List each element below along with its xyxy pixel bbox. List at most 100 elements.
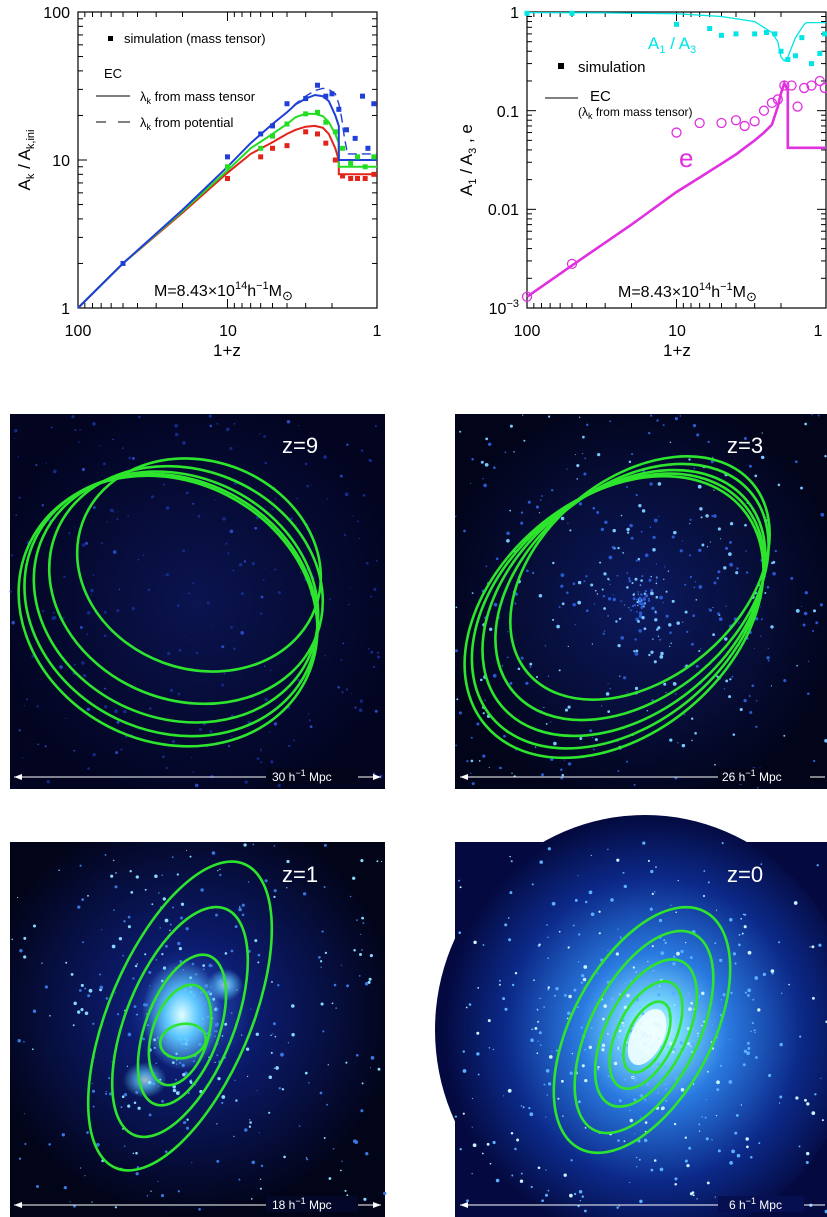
particle <box>159 927 161 929</box>
particle <box>291 1032 295 1037</box>
ec-mass-tensor-line <box>77 124 377 309</box>
particle <box>69 1201 71 1203</box>
particle <box>535 505 539 509</box>
particle <box>238 562 243 567</box>
particle <box>740 918 742 920</box>
particle <box>529 662 533 666</box>
particle <box>192 582 195 585</box>
particle <box>323 455 327 459</box>
particle <box>249 1121 252 1124</box>
particle <box>350 692 352 694</box>
simulation-point <box>315 131 321 137</box>
particle <box>118 937 123 941</box>
particle <box>628 577 631 580</box>
contour-ellipses <box>86 860 274 1172</box>
particle <box>100 542 103 545</box>
particle <box>361 1082 364 1085</box>
particle <box>743 925 747 929</box>
particle <box>81 543 86 547</box>
scale-label: 30 h−1 Mpc <box>272 768 332 784</box>
particle <box>352 876 356 880</box>
particle <box>578 1189 583 1194</box>
particle <box>128 456 132 460</box>
particle <box>817 414 820 417</box>
particle <box>368 458 372 462</box>
particle <box>346 984 350 988</box>
particle <box>616 858 620 862</box>
particle <box>705 1030 707 1032</box>
particle <box>529 666 532 668</box>
particle <box>148 970 152 974</box>
particle <box>655 563 658 565</box>
particle <box>323 885 326 889</box>
particle <box>142 1037 146 1041</box>
particle <box>760 618 763 621</box>
particle <box>634 652 639 656</box>
particle <box>123 709 127 714</box>
simulation-point <box>270 123 276 129</box>
particle <box>629 1118 634 1123</box>
particle <box>617 643 621 648</box>
particle <box>49 1015 51 1017</box>
particle <box>249 1119 251 1121</box>
particle <box>547 847 551 851</box>
particle <box>703 1020 706 1023</box>
e-simulation-point <box>819 82 827 94</box>
particle <box>468 1003 472 1006</box>
particle <box>538 943 541 946</box>
particle <box>815 621 819 625</box>
particle <box>72 1024 75 1027</box>
particle <box>690 1001 693 1005</box>
particle <box>662 424 665 427</box>
particle <box>136 1013 138 1015</box>
halo-core <box>627 1008 667 1066</box>
particle <box>471 457 474 461</box>
particle <box>668 645 671 648</box>
particle <box>42 609 45 613</box>
particle <box>259 1178 262 1180</box>
particle <box>302 892 307 896</box>
particle <box>167 573 170 575</box>
particle <box>356 919 358 921</box>
particle <box>131 606 135 611</box>
particle <box>811 996 815 1000</box>
particle <box>683 665 685 667</box>
particle <box>240 592 245 596</box>
particle <box>535 675 539 679</box>
particle <box>619 675 621 677</box>
simulation-point <box>315 82 321 88</box>
particle <box>716 1088 720 1092</box>
particle <box>24 1142 27 1146</box>
particle <box>705 1137 709 1141</box>
particle <box>126 1065 129 1067</box>
particle <box>567 705 571 709</box>
particle <box>548 1055 553 1059</box>
ec-curves <box>526 11 826 298</box>
particle <box>712 456 714 458</box>
ratio-simulation-point <box>772 31 778 37</box>
particle <box>541 495 544 497</box>
particle <box>114 885 118 889</box>
particle <box>306 1158 309 1161</box>
particle <box>635 493 638 497</box>
particle <box>120 748 123 751</box>
particle <box>567 645 569 648</box>
particle <box>23 1040 25 1043</box>
particle <box>520 521 524 525</box>
particle <box>498 616 501 619</box>
particle <box>601 1043 606 1048</box>
particle <box>632 593 635 596</box>
particle <box>666 1083 668 1086</box>
particle <box>649 482 653 486</box>
particle <box>807 660 810 662</box>
particle <box>525 681 529 685</box>
particle <box>191 1161 193 1164</box>
particle <box>79 1167 82 1169</box>
particle <box>59 665 63 669</box>
particle <box>633 604 637 607</box>
particle <box>703 870 706 872</box>
particle <box>309 725 313 729</box>
particle <box>162 483 165 486</box>
particle <box>522 1106 525 1109</box>
particle <box>538 512 541 514</box>
